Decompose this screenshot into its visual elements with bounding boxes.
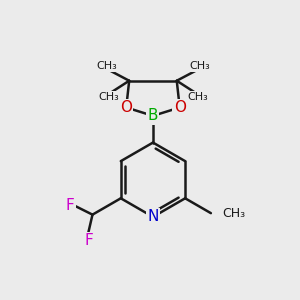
Text: CH₃: CH₃ — [187, 92, 208, 102]
Text: B: B — [148, 108, 158, 123]
Text: CH₃: CH₃ — [96, 61, 117, 71]
Text: CH₃: CH₃ — [222, 207, 245, 220]
Text: F: F — [84, 233, 93, 248]
Text: N: N — [147, 209, 159, 224]
Text: O: O — [174, 100, 186, 115]
Text: CH₃: CH₃ — [98, 92, 119, 102]
Text: F: F — [66, 198, 75, 213]
Text: CH₃: CH₃ — [189, 61, 210, 71]
Text: O: O — [120, 100, 132, 115]
